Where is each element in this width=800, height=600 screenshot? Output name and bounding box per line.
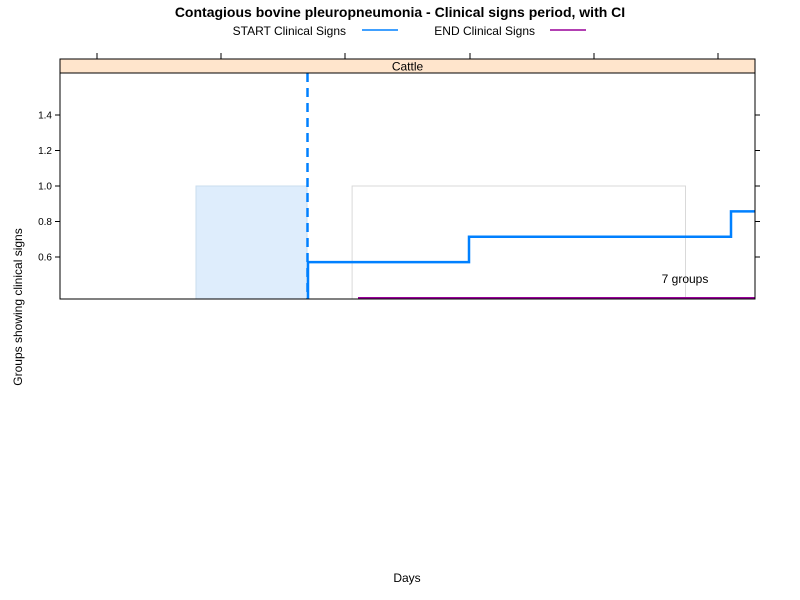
start-ci-band [195, 185, 308, 300]
y-tick-label: 1.4 [38, 111, 52, 122]
strip: Cattle [59, 58, 756, 74]
groups-annotation: 7 groups [662, 272, 709, 286]
strip-label: Cattle [392, 60, 424, 74]
axes: 0.6 0.8 1.0 1.2 1.4 [38, 53, 760, 300]
y-axis-label: Groups showing clinical signs [11, 228, 25, 385]
plot-area [195, 73, 755, 300]
y-tick-label: 1.2 [38, 146, 52, 157]
y-tick-label: 1.0 [38, 182, 52, 193]
start-series-line [306, 210, 755, 299]
end-ci-band [351, 185, 686, 300]
y-tick-label: 0.8 [38, 217, 52, 228]
legend: START Clinical Signs END Clinical Signs [233, 24, 586, 38]
chart-title: Contagious bovine pleuropneumonia - Clin… [175, 4, 625, 20]
x-axis-label: Days [393, 571, 420, 585]
legend-label-end: END Clinical Signs [434, 24, 535, 38]
y-tick-label: 0.6 [38, 253, 52, 264]
legend-label-start: START Clinical Signs [233, 24, 346, 38]
